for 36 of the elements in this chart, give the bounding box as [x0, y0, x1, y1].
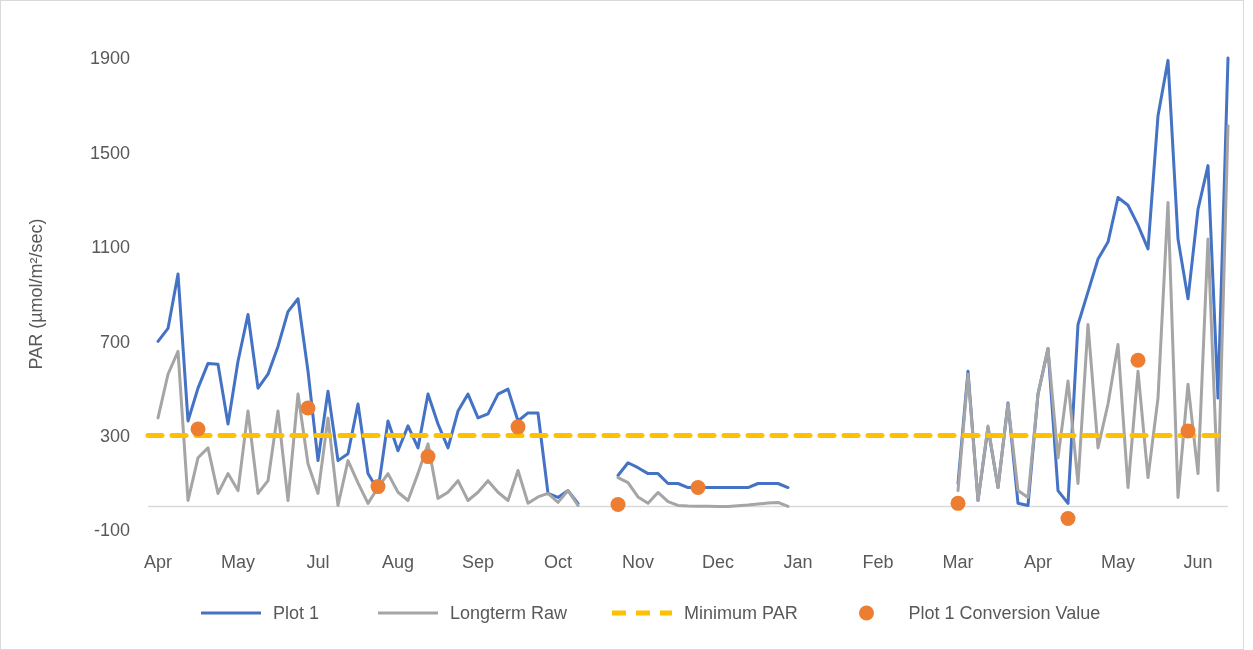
x-tick-label: Jan	[783, 552, 813, 572]
point	[610, 497, 626, 513]
y-tick-label: 300	[99, 425, 130, 446]
x-tick-label: May	[220, 552, 256, 572]
point	[420, 449, 436, 465]
legend-label: Plot 1	[273, 603, 320, 624]
x-tick-label: Apr	[143, 552, 173, 572]
x-tick-label: Dec	[701, 552, 735, 572]
point	[370, 479, 386, 495]
point	[690, 480, 706, 496]
y-tick-label: 1100	[91, 237, 130, 258]
x-tick-label: Nov	[621, 552, 655, 572]
y-tick-label: 700	[99, 331, 130, 352]
point	[1130, 352, 1146, 368]
legend-label: Longterm Raw	[450, 603, 569, 624]
point	[950, 495, 966, 511]
point	[190, 421, 206, 437]
x-tick-label: Jul	[306, 552, 330, 572]
x-tick-label: Apr	[1023, 552, 1053, 572]
point	[1060, 510, 1076, 526]
legend-label: Minimum PAR	[684, 603, 798, 624]
x-tick-label: Jun	[1183, 552, 1213, 572]
point	[300, 400, 316, 416]
legend-label: Plot 1 Conversion Value	[908, 603, 1101, 624]
y-tick-label: -100	[93, 520, 130, 541]
y-tick-label: 1500	[89, 142, 130, 163]
point	[1180, 423, 1196, 439]
x-tick-label: Oct	[543, 552, 573, 572]
x-tick-label: Sep	[461, 552, 495, 572]
x-tick-label: Aug	[381, 552, 415, 572]
x-tick-label: Feb	[862, 552, 894, 572]
x-tick-label: May	[1100, 552, 1136, 572]
y-axis-title: PAR (µmol/m²/sec)	[26, 218, 46, 370]
point	[510, 419, 526, 435]
y-tick-label: 1900	[89, 48, 130, 69]
x-tick-label: Mar	[942, 552, 974, 572]
